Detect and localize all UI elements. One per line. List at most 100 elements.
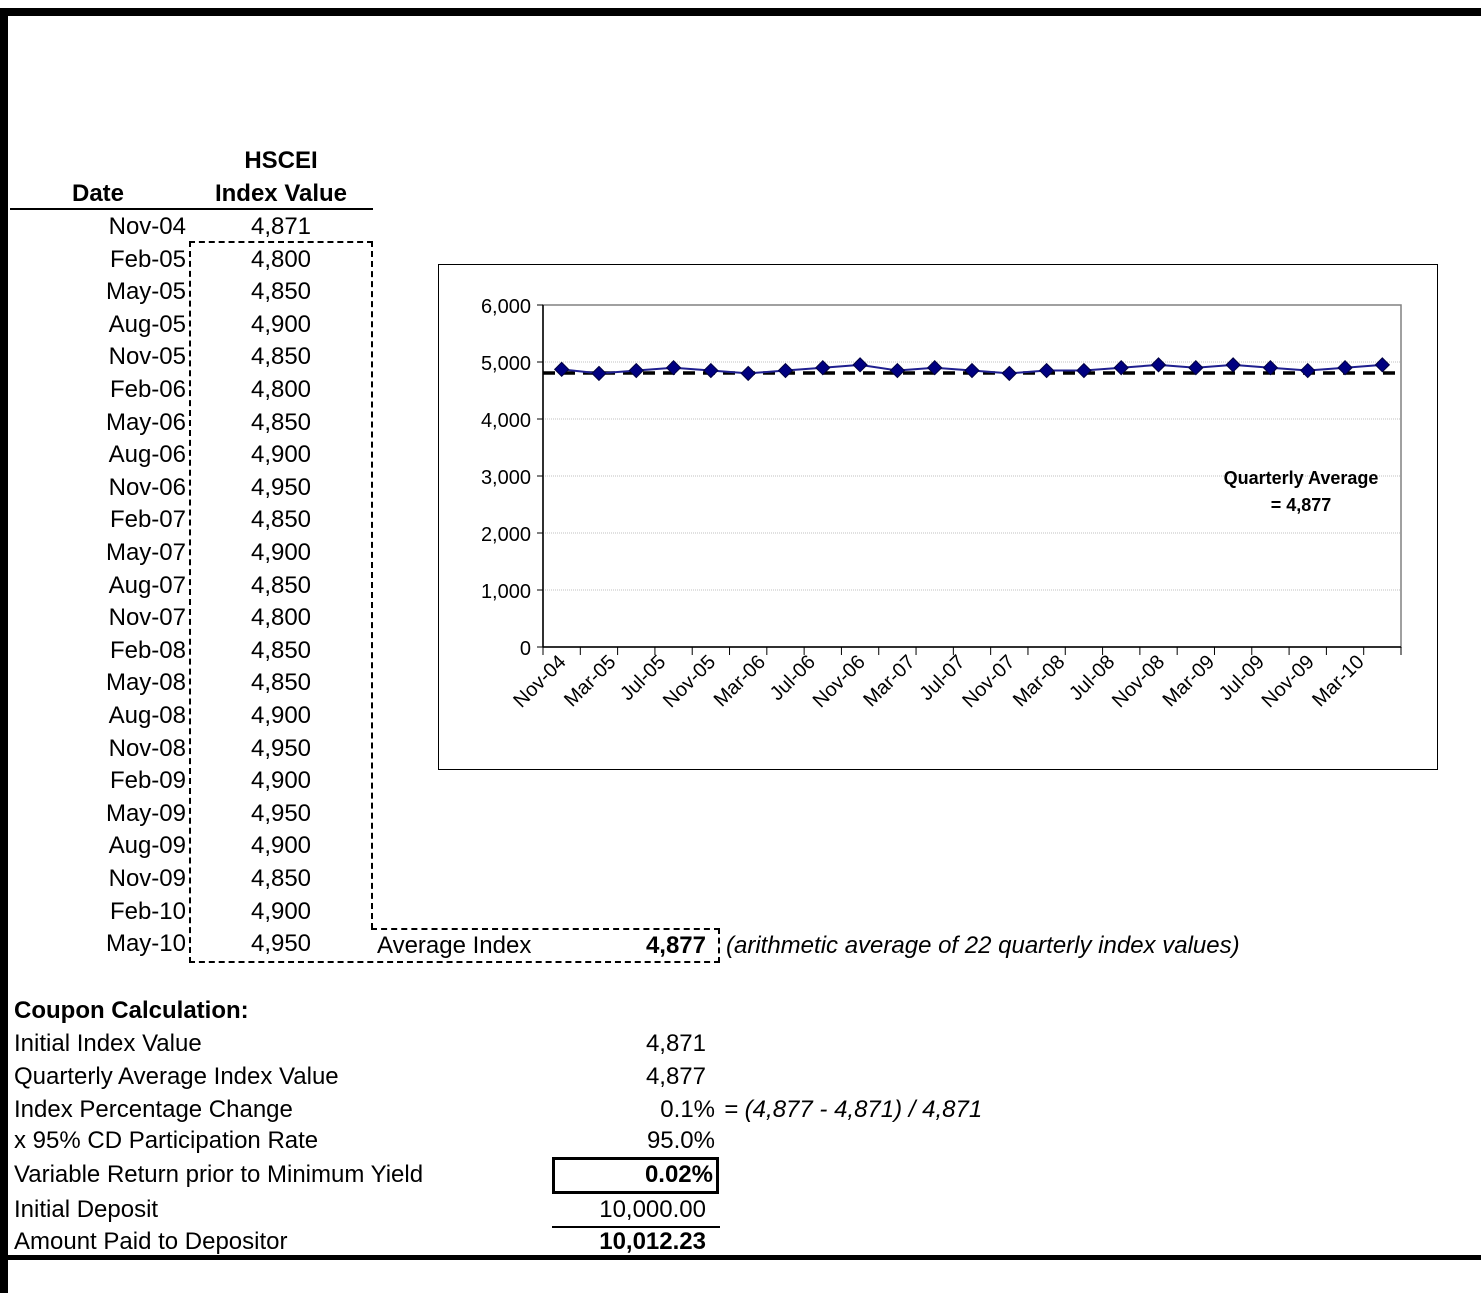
x-tick-label: Mar-05 <box>560 651 620 711</box>
table-row-value: 4,950 <box>250 474 312 501</box>
x-tick-label: Nov-08 <box>1108 651 1169 712</box>
table-row-value: 4,900 <box>250 702 312 729</box>
data-point <box>1001 365 1018 382</box>
x-tick-label: Mar-06 <box>710 651 770 711</box>
table-row-value: 4,900 <box>250 767 312 794</box>
data-point <box>1076 362 1092 379</box>
table-row-value: 4,900 <box>250 832 312 859</box>
table-row-date: Aug-08 <box>108 702 186 729</box>
index-chart: 0 1,000 2,000 3,000 4,000 5,000 6,000 Nov-04 Mar… <box>438 264 1438 770</box>
table-row-value: 4,800 <box>250 604 312 631</box>
dashed-box-top <box>189 241 373 243</box>
coupon-label-initial-deposit: Initial Deposit <box>14 1196 159 1223</box>
x-tick-label: Mar-07 <box>859 651 919 711</box>
data-point <box>591 365 607 382</box>
coupon-label-quarterly-average: Quarterly Average Index Value <box>14 1063 339 1090</box>
frame-left-border <box>0 8 8 1293</box>
chart-svg: 01,0002,0003,0004,0005,0006,000Nov-04Mar… <box>481 296 1402 712</box>
x-tick-label: Nov-06 <box>809 651 870 712</box>
table-row-date: May-08 <box>105 669 186 696</box>
table-row-value: 4,800 <box>250 246 312 273</box>
table-row-date: Aug-05 <box>108 311 186 338</box>
table-row-value: 4,950 <box>250 800 312 827</box>
frame-top-border <box>0 8 1481 16</box>
coupon-value-amount-paid: 10,012.23 <box>599 1228 706 1255</box>
table-row-date: Nov-06 <box>108 474 186 501</box>
data-point <box>777 362 794 379</box>
data-point <box>1113 359 1129 376</box>
coupon-label-initial-index: Initial Index Value <box>14 1030 202 1057</box>
dashed-box-bottom <box>189 961 720 963</box>
table-row-date: Feb-10 <box>109 898 186 925</box>
data-point <box>815 359 831 376</box>
data-point <box>665 359 682 376</box>
initial-deposit-rule <box>552 1226 720 1228</box>
coupon-value-initial-index: 4,871 <box>645 1030 706 1057</box>
x-tick-label: Mar-08 <box>1009 651 1069 711</box>
data-point <box>1300 362 1316 379</box>
coupon-value-variable-return: 0.02% <box>644 1161 713 1188</box>
table-row-date: Nov-05 <box>108 343 186 370</box>
table-row-date: Nov-07 <box>108 604 186 631</box>
table-row-value: 4,850 <box>250 865 312 892</box>
y-tick-label: 5,000 <box>481 353 531 375</box>
table-row-date: Feb-06 <box>109 376 186 403</box>
data-point <box>628 362 644 379</box>
table-row-date: Aug-07 <box>108 572 186 599</box>
data-point <box>740 365 756 382</box>
coupon-title: Coupon Calculation: <box>14 997 249 1024</box>
dashed-box-right-upper <box>371 241 373 929</box>
table-row-value: 4,900 <box>250 898 312 925</box>
table-row-value: 4,850 <box>250 669 312 696</box>
data-point <box>1150 357 1167 373</box>
average-index-label: Average Index <box>377 932 532 959</box>
table-header-rule <box>10 208 373 210</box>
coupon-value-participation-rate: 95.0% <box>646 1127 715 1154</box>
table-row-date: Feb-05 <box>109 246 186 273</box>
average-index-note: (arithmetic average of 22 quarterly inde… <box>726 932 1240 959</box>
table-row-date: Feb-09 <box>109 767 186 794</box>
table-row-value: 4,900 <box>250 441 312 468</box>
annotation-line2: = 4,877 <box>1271 495 1332 515</box>
table-row-date: Aug-09 <box>108 832 186 859</box>
table-row-date: Nov-09 <box>108 865 186 892</box>
table-row-value: 4,800 <box>250 376 312 403</box>
average-index-value: 4,877 <box>645 932 706 959</box>
data-point <box>1188 359 1204 376</box>
y-tick-label: 2,000 <box>481 524 531 546</box>
table-row-value: 4,900 <box>250 539 312 566</box>
data-point <box>964 362 980 379</box>
coupon-label-amount-paid: Amount Paid to Depositor <box>14 1228 288 1255</box>
table-header-index-name: HSCEI <box>244 147 318 174</box>
table-row-date: May-07 <box>105 539 186 566</box>
x-tick-label: Mar-10 <box>1308 651 1368 711</box>
table-row-value: 4,850 <box>250 278 312 305</box>
table-row-date: Aug-06 <box>108 441 186 468</box>
coupon-value-quarterly-average: 4,877 <box>645 1063 706 1090</box>
x-tick-label: Nov-07 <box>958 651 1019 712</box>
table-row-date: Nov-04 <box>108 213 186 240</box>
data-point <box>926 359 943 376</box>
table-row-date: Nov-08 <box>108 735 186 762</box>
x-tick-label: Nov-09 <box>1258 651 1319 712</box>
data-point <box>889 362 906 379</box>
x-tick-label: Nov-04 <box>509 651 570 712</box>
x-tick-label: Mar-09 <box>1159 651 1219 711</box>
data-point <box>553 361 570 378</box>
table-row-date: Feb-08 <box>109 637 186 664</box>
coupon-note-percentage-change: = (4,877 - 4,871) / 4,871 <box>724 1096 983 1123</box>
data-point <box>1262 359 1279 376</box>
y-tick-label: 1,000 <box>481 581 531 603</box>
coupon-value-percentage-change: 0.1% <box>660 1096 715 1123</box>
table-row-value: 4,850 <box>250 343 312 370</box>
frame-bottom-border <box>0 1255 1481 1260</box>
table-row-value: 4,850 <box>250 637 312 664</box>
table-header-index-value: Index Value <box>214 180 348 207</box>
dashed-box-step <box>371 928 720 930</box>
table-row-value: 4,950 <box>250 930 312 957</box>
y-tick-label: 6,000 <box>481 296 531 318</box>
y-tick-label: 3,000 <box>481 467 531 489</box>
table-row-date: May-10 <box>105 930 186 957</box>
table-row-value: 4,850 <box>250 409 312 436</box>
table-row-value: 4,950 <box>250 735 312 762</box>
